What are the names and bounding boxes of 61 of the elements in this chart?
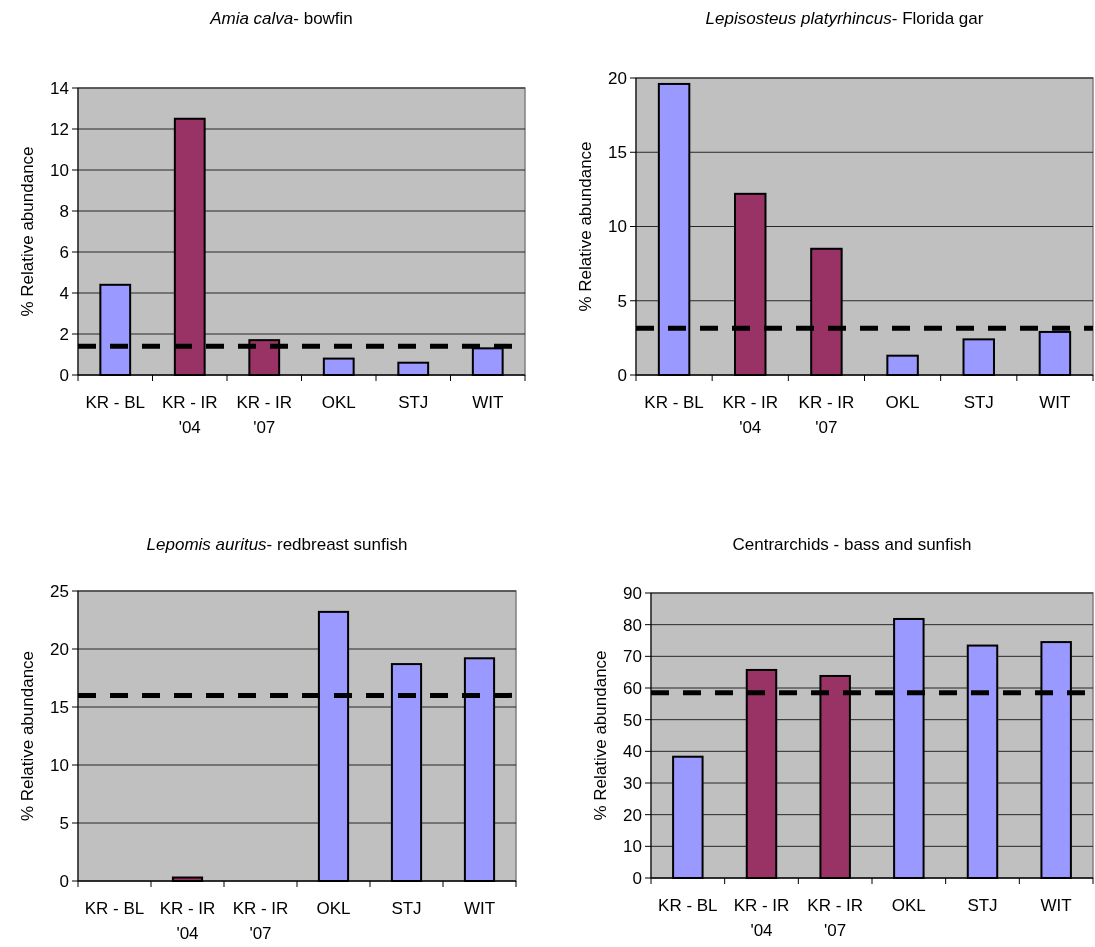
y-tick-label: 40 — [623, 742, 642, 762]
chart-title: Lepisosteus platyrhincus- Florida gar — [705, 9, 984, 28]
y-tick-label: 0 — [59, 871, 69, 891]
x-tick-label: STJ — [398, 393, 429, 412]
x-tick-label: STJ — [391, 899, 422, 918]
y-tick-label: 0 — [59, 365, 69, 385]
y-tick-label: 4 — [59, 283, 69, 303]
y-tick-label: 0 — [617, 365, 627, 385]
x-tick-label: WIT — [472, 393, 504, 412]
x-tick-label: WIT — [1040, 896, 1072, 915]
y-axis-title: % Relative abundance — [18, 650, 37, 822]
y-tick-label: 25 — [50, 581, 69, 601]
x-tick-label: STJ — [967, 896, 998, 915]
x-tick-label: WIT — [1039, 393, 1071, 412]
x-tick-label: WIT — [463, 899, 496, 918]
x-tick-label: STJ — [963, 393, 994, 412]
y-tick-label: 5 — [617, 291, 627, 311]
x-tick-label: KR - IR '04 — [161, 393, 218, 437]
y-tick-label: 12 — [50, 119, 69, 139]
y-tick-label: 60 — [623, 678, 642, 698]
y-tick-label: 30 — [623, 773, 642, 793]
x-tick-label: OKL — [885, 393, 920, 412]
chart-title: Amia calva- bowfin — [209, 9, 353, 28]
chart-title: Centrarchids - bass and sunfish — [732, 535, 972, 554]
y-tick-label: 80 — [623, 615, 642, 635]
y-tick-label: 20 — [50, 639, 69, 659]
y-tick-label: 10 — [50, 160, 69, 180]
y-tick-label: 10 — [608, 217, 627, 237]
y-tick-label: 70 — [623, 647, 642, 667]
y-tick-label: 10 — [50, 755, 69, 775]
y-tick-label: 10 — [623, 837, 642, 857]
x-tick-label: KR - IR '04 — [159, 899, 216, 943]
y-tick-label: 15 — [50, 697, 69, 717]
x-tick-label: KR - BL — [644, 393, 704, 412]
x-tick-label: KR - IR '04 — [733, 896, 790, 940]
y-tick-label: 2 — [59, 324, 69, 344]
y-axis-title: % Relative abundance — [576, 141, 595, 312]
x-tick-label: KR - BL — [658, 896, 718, 915]
y-tick-label: 20 — [608, 68, 627, 88]
y-tick-label: 50 — [623, 710, 642, 730]
x-tick-label: KR - IR '04 — [722, 393, 779, 437]
x-tick-label: OKL — [891, 896, 926, 915]
y-tick-label: 20 — [623, 805, 642, 825]
y-tick-label: 6 — [59, 242, 69, 262]
y-tick-label: 8 — [59, 201, 69, 221]
x-tick-label: KR - BL — [85, 393, 146, 412]
x-tick-label: KR - IR '07 — [236, 393, 293, 437]
y-axis-title: % Relative abundance — [591, 650, 610, 821]
y-tick-label: 0 — [632, 868, 642, 888]
y-tick-label: 90 — [623, 583, 642, 603]
x-tick-label: OKL — [321, 393, 356, 412]
x-tick-label: KR - IR '07 — [798, 393, 855, 437]
y-axis-title: % Relative abundance — [18, 146, 37, 317]
y-tick-label: 15 — [608, 143, 627, 163]
x-tick-label: KR - IR '07 — [232, 899, 289, 943]
x-tick-label: KR - IR '07 — [807, 896, 864, 940]
x-tick-label: KR - BL — [84, 899, 145, 918]
y-tick-label: 5 — [59, 813, 69, 833]
chart-title: Lepomis auritus- redbreast sunfish — [146, 535, 408, 554]
x-tick-label: OKL — [316, 899, 351, 918]
y-tick-label: 14 — [50, 78, 69, 98]
